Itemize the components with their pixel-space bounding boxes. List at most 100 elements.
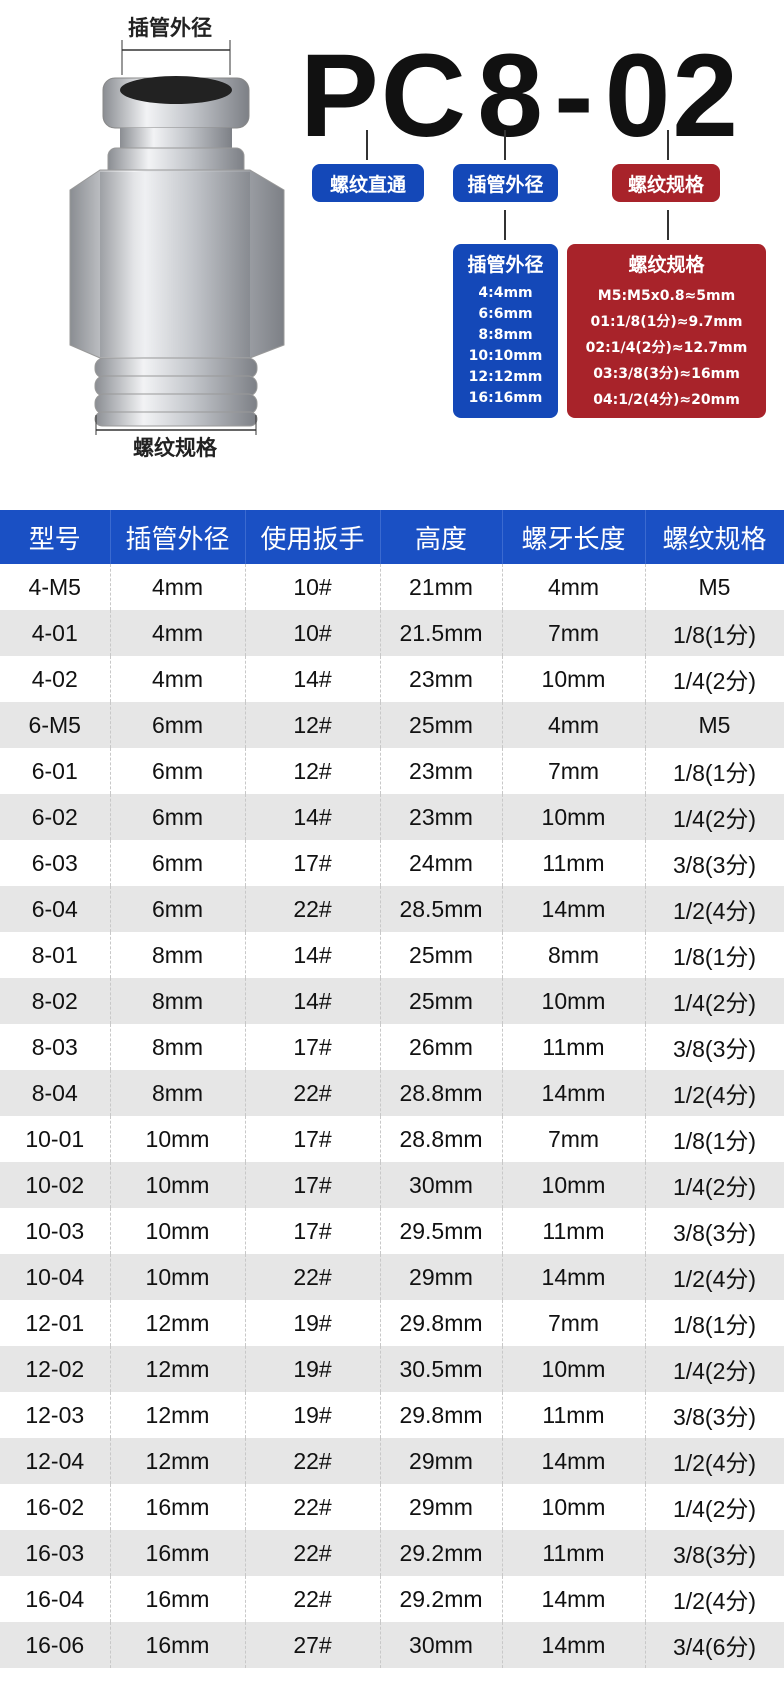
table-cell: 7mm <box>502 1116 646 1162</box>
table-cell: 12-03 <box>0 1392 111 1438</box>
table-row: 16-02 16mm 22# 29mm 10mm 1/4(2分) <box>0 1484 784 1530</box>
table-row: 8-03 8mm 17# 26mm 11mm 3/8(3分) <box>0 1024 784 1070</box>
table-row: 6-03 6mm 17# 24mm 11mm 3/8(3分) <box>0 840 784 886</box>
table-cell: 10mm <box>502 794 646 840</box>
table-cell: 16mm <box>110 1484 246 1530</box>
table-row: 6-01 6mm 12# 23mm 7mm 1/8(1分) <box>0 748 784 794</box>
tag-straight-thread: 螺纹直通 <box>312 164 424 202</box>
tube-diameter-box: 插管外径 4:4mm 6:6mm 8:8mm 10:10mm 12:12mm 1… <box>453 244 558 418</box>
table-cell: 8mm <box>110 932 246 978</box>
table-row: 10-04 10mm 22# 29mm 14mm 1/2(4分) <box>0 1254 784 1300</box>
model-code: PC 8 - 02 <box>300 28 740 164</box>
table-cell: 14mm <box>502 1070 646 1116</box>
table-row: 16-04 16mm 22# 29.2mm 14mm 1/2(4分) <box>0 1576 784 1622</box>
thread-spec-box: 螺纹规格 M5:M5x0.8≈5mm 01:1/8(1分)≈9.7mm 02:1… <box>567 244 766 418</box>
table-cell: 29mm <box>380 1484 503 1530</box>
table-cell: 3/8(3分) <box>645 1208 784 1254</box>
table-row: 6-M5 6mm 12# 25mm 4mm M5 <box>0 702 784 748</box>
column-header: 螺牙长度 <box>502 510 646 564</box>
table-row: 6-04 6mm 22# 28.5mm 14mm 1/2(4分) <box>0 886 784 932</box>
table-cell: 29mm <box>380 1438 503 1484</box>
column-header: 型号 <box>0 510 111 564</box>
table-cell: 4-M5 <box>0 564 111 610</box>
table-cell: 8mm <box>110 1070 246 1116</box>
box-item: 12:12mm <box>468 369 543 385</box>
column-header: 高度 <box>380 510 503 564</box>
table-cell: 28.8mm <box>380 1116 503 1162</box>
table-cell: 6mm <box>110 702 246 748</box>
box-title: 插管外径 <box>467 254 544 276</box>
table-cell: 29.2mm <box>380 1576 503 1622</box>
table-cell: 17# <box>245 1116 381 1162</box>
column-header: 插管外径 <box>110 510 246 564</box>
box-item: 10:10mm <box>468 348 543 364</box>
box-item: 8:8mm <box>478 327 533 343</box>
table-cell: 4mm <box>110 610 246 656</box>
table-cell: M5 <box>645 702 784 748</box>
table-row: 16-03 16mm 22# 29.2mm 11mm 3/8(3分) <box>0 1530 784 1576</box>
table-row: 4-M5 4mm 10# 21mm 4mm M5 <box>0 564 784 610</box>
box-item: 04:1/2(4分)≈20mm <box>593 392 740 408</box>
table-cell: 29.8mm <box>380 1392 503 1438</box>
table-cell: 1/4(2分) <box>645 1346 784 1392</box>
table-cell: 8mm <box>110 1024 246 1070</box>
table-cell: 6-04 <box>0 886 111 932</box>
table-cell: M5 <box>645 564 784 610</box>
box-item: 01:1/8(1分)≈9.7mm <box>590 314 743 330</box>
table-cell: 10mm <box>502 1162 646 1208</box>
table-cell: 28.5mm <box>380 886 503 932</box>
table-cell: 3/8(3分) <box>645 1392 784 1438</box>
box-title: 螺纹规格 <box>628 254 705 276</box>
table-cell: 11mm <box>502 1208 646 1254</box>
connector-line <box>366 130 368 160</box>
table-cell: 1/2(4分) <box>645 1070 784 1116</box>
table-cell: 7mm <box>502 610 646 656</box>
table-cell: 1/4(2分) <box>645 656 784 702</box>
table-cell: 30mm <box>380 1162 503 1208</box>
table-cell: 1/4(2分) <box>645 794 784 840</box>
thread-spec-label: 螺纹规格 <box>133 436 217 460</box>
table-cell: 6mm <box>110 748 246 794</box>
table-cell: 1/8(1分) <box>645 1300 784 1346</box>
tag-thread-spec: 螺纹规格 <box>612 164 720 202</box>
table-cell: 6mm <box>110 886 246 932</box>
table-cell: 30mm <box>380 1622 503 1668</box>
code-thread: 02 <box>604 30 740 162</box>
table-cell: 25mm <box>380 932 503 978</box>
table-cell: 8-04 <box>0 1070 111 1116</box>
table-cell: 17# <box>245 1208 381 1254</box>
table-cell: 19# <box>245 1346 381 1392</box>
table-cell: 12# <box>245 702 381 748</box>
table-cell: 1/8(1分) <box>645 748 784 794</box>
table-cell: 3/8(3分) <box>645 1024 784 1070</box>
box-item: 6:6mm <box>478 306 533 322</box>
table-cell: 4mm <box>502 702 646 748</box>
table-cell: 6-03 <box>0 840 111 886</box>
table-cell: 4-01 <box>0 610 111 656</box>
table-cell: 1/4(2分) <box>645 1484 784 1530</box>
box-item: M5:M5x0.8≈5mm <box>597 288 736 304</box>
table-cell: 21.5mm <box>380 610 503 656</box>
column-header: 螺纹规格 <box>645 510 784 564</box>
table-cell: 14# <box>245 978 381 1024</box>
table-cell: 23mm <box>380 748 503 794</box>
box-item: 4:4mm <box>478 285 533 301</box>
table-cell: 1/8(1分) <box>645 1116 784 1162</box>
table-cell: 12mm <box>110 1300 246 1346</box>
table-cell: 28.8mm <box>380 1070 503 1116</box>
connector-line <box>504 130 506 160</box>
table-cell: 12mm <box>110 1438 246 1484</box>
table-cell: 4mm <box>110 564 246 610</box>
connector-line <box>667 210 669 240</box>
table-cell: 16-02 <box>0 1484 111 1530</box>
code-dash: - <box>554 30 596 162</box>
table-cell: 10mm <box>502 1346 646 1392</box>
table-cell: 11mm <box>502 840 646 886</box>
table-cell: 1/4(2分) <box>645 978 784 1024</box>
table-cell: 14mm <box>502 1254 646 1300</box>
table-cell: 12-01 <box>0 1300 111 1346</box>
table-cell: 1/8(1分) <box>645 932 784 978</box>
table-cell: 14# <box>245 932 381 978</box>
table-cell: 14mm <box>502 1576 646 1622</box>
table-cell: 1/4(2分) <box>645 1162 784 1208</box>
